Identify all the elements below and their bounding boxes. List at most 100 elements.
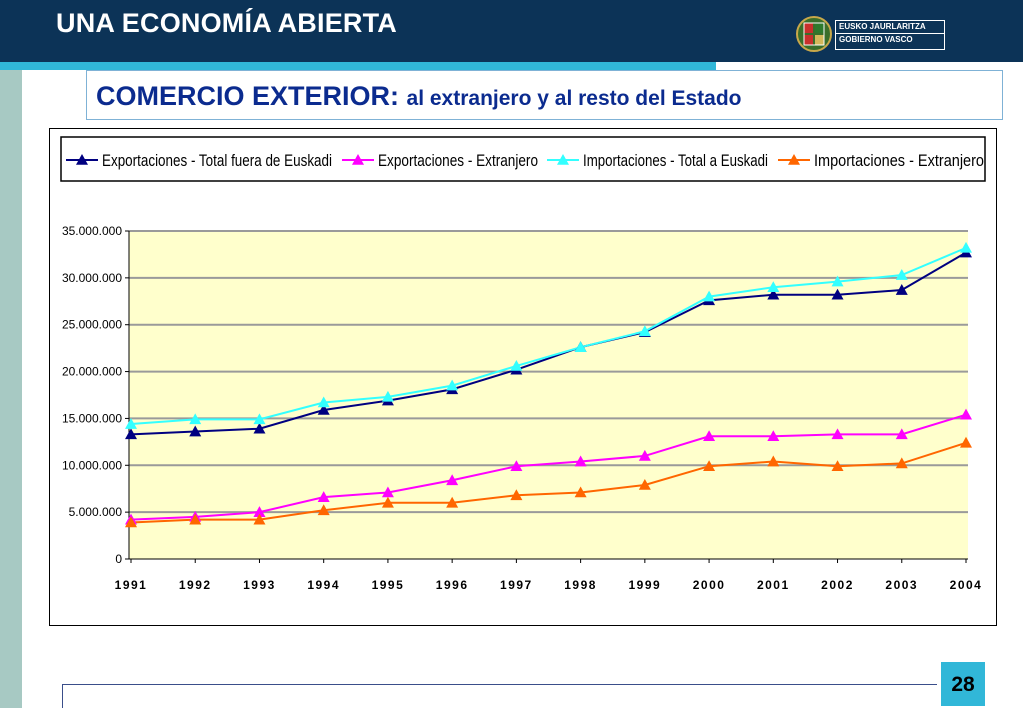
x-tick-label: 1997 (500, 578, 533, 592)
legend-label: Importaciones - Total a Euskadi (583, 151, 768, 170)
data-point (638, 478, 651, 490)
data-point (895, 457, 908, 469)
coat-of-arms-icon (796, 16, 832, 52)
legend-label: Exportaciones - Total fuera de Euskadi (102, 151, 332, 170)
x-tick-label: 2000 (693, 578, 726, 592)
data-point (189, 413, 202, 425)
series-line (130, 251, 967, 436)
data-point (317, 403, 330, 415)
left-side-bar (0, 70, 22, 708)
data-point (638, 325, 651, 337)
x-tick-label: 1995 (372, 578, 405, 592)
data-point (960, 436, 972, 448)
x-tick-label: 2003 (885, 578, 918, 592)
logo-line-1: EUSKO JAURLARITZA (839, 22, 926, 31)
data-point (767, 430, 780, 442)
data-point (125, 428, 137, 440)
data-point (510, 460, 523, 472)
data-point (767, 281, 780, 293)
y-tick-label: 30.000.000 (62, 271, 122, 285)
x-tick-label: 1993 (243, 578, 276, 592)
y-tick-label: 10.000.000 (62, 458, 122, 472)
x-tick-label: 1996 (436, 578, 469, 592)
data-point (960, 241, 972, 253)
subtitle-box: COMERCIO EXTERIOR: al extranjero y al re… (86, 70, 1003, 120)
data-point (703, 430, 716, 442)
y-tick-label: 0 (115, 552, 122, 566)
header-accent-stripe (0, 62, 716, 70)
data-point (831, 275, 844, 287)
data-point (895, 284, 908, 295)
data-point (189, 513, 202, 525)
page-number: 28 (941, 662, 985, 706)
data-point (831, 428, 844, 440)
data-point (125, 418, 137, 429)
data-point (574, 341, 587, 353)
chart-container: 0 5.000.000 10.000.000 15.000.000 20.000.000… (49, 128, 997, 626)
x-tick-label: 1994 (307, 578, 340, 592)
data-point (638, 449, 651, 461)
data-point (125, 516, 137, 528)
data-point (574, 486, 587, 498)
x-tick-label: 1992 (179, 578, 212, 592)
legend-swatch-marker (352, 154, 364, 165)
data-point (574, 455, 587, 467)
y-tick-label: 25.000.000 (62, 318, 122, 332)
legend-swatch-marker (788, 154, 800, 165)
data-point (317, 504, 330, 516)
x-tick-label: 2002 (821, 578, 854, 592)
data-point (189, 425, 202, 437)
subtitle-main: COMERCIO EXTERIOR: (96, 81, 400, 111)
y-tick-label: 15.000.000 (62, 411, 122, 425)
data-point (381, 390, 394, 402)
data-point (960, 408, 972, 420)
data-point (317, 491, 330, 502)
subtitle-sub: al extranjero y al resto del Estado (406, 87, 742, 110)
data-point (253, 506, 266, 517)
y-tick-label: 5.000.000 (69, 505, 123, 519)
data-point (317, 396, 330, 408)
data-point (831, 460, 844, 472)
data-point (510, 489, 523, 501)
logo-text: EUSKO JAURLARITZA GOBIERNO VASCO (835, 20, 945, 50)
legend-label: Importaciones - Extranjero (814, 151, 984, 170)
data-point (446, 379, 459, 391)
x-tick-label: 1998 (564, 578, 597, 592)
gobierno-vasco-logo: EUSKO JAURLARITZA GOBIERNO VASCO (795, 15, 945, 53)
y-tick-label: 35.000.000 (62, 224, 122, 238)
series-line (130, 441, 967, 524)
data-point (446, 474, 459, 486)
x-tick-label: 1999 (628, 578, 661, 592)
data-point (767, 288, 780, 300)
x-tick-label: 2004 (950, 578, 983, 592)
series-line (130, 413, 967, 521)
data-point (895, 269, 908, 280)
header-bar: UNA ECONOMÍA ABIERTA EUSKO JAURLARITZA G… (0, 0, 1023, 62)
data-point (767, 455, 780, 467)
legend-swatch-marker (557, 154, 569, 165)
x-tick-label: 2001 (757, 578, 790, 592)
data-point (703, 460, 716, 472)
logo-line-2: GOBIERNO VASCO (836, 33, 944, 46)
x-tick-label: 1991 (115, 578, 148, 592)
data-point (703, 290, 716, 302)
y-tick-label: 20.000.000 (62, 365, 122, 379)
data-point (895, 428, 908, 440)
plot-area (129, 231, 968, 559)
data-point (253, 513, 266, 525)
data-point (253, 413, 266, 425)
page-title: UNA ECONOMÍA ABIERTA (56, 8, 397, 38)
data-point (446, 496, 459, 508)
data-point (381, 496, 394, 508)
footer-divider (62, 684, 937, 685)
data-point (381, 486, 394, 498)
data-point (831, 288, 844, 300)
data-point (253, 422, 266, 434)
legend-box (60, 136, 986, 182)
legend-swatch-marker (76, 154, 88, 165)
footer-divider-vertical (62, 684, 63, 708)
data-point (510, 359, 523, 371)
legend-label: Exportaciones - Extranjero (378, 151, 538, 170)
subtitle: COMERCIO EXTERIOR: al extranjero y al re… (96, 81, 742, 112)
series-line (130, 246, 967, 426)
